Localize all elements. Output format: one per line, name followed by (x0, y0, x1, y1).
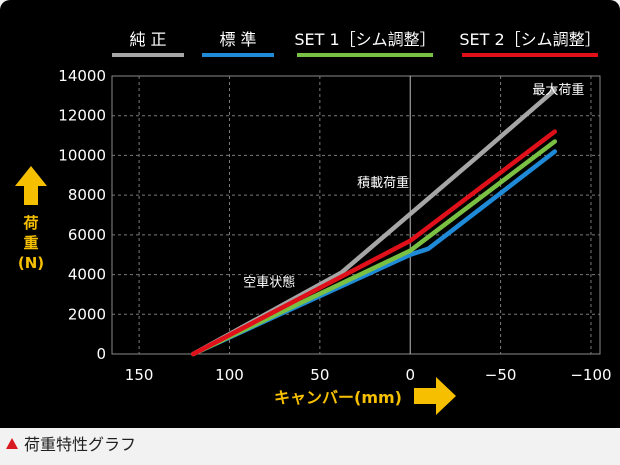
legend-label: SET 1［シム調整］ (294, 30, 435, 49)
x-tick-label: 0 (405, 366, 415, 384)
x-tick-label: −100 (570, 366, 611, 384)
series-line-4 (191, 129, 558, 357)
x-tick-label: 50 (310, 366, 329, 384)
x-tick-label: 150 (125, 366, 154, 384)
y-axis-label: 重 (23, 234, 38, 252)
y-tick-label: 12000 (58, 107, 106, 125)
x-axis-arrow-icon (414, 377, 456, 415)
chart-annotation: 最大荷重 (532, 82, 584, 98)
y-tick-label: 10000 (58, 146, 106, 164)
load-characteristic-chart: 0 2000 4000 6000 8000 10000 12000 14000 150 100 50… (15, 30, 612, 415)
x-tick-label: 100 (215, 366, 244, 384)
legend-swatch (297, 53, 433, 57)
x-tick-label: −50 (485, 366, 517, 384)
legend-swatch (112, 53, 184, 57)
y-tick-label: 6000 (68, 226, 106, 244)
chart-panel: 0 2000 4000 6000 8000 10000 12000 14000 150 100 50… (0, 0, 620, 428)
x-axis-label: キャンバー(mm) (274, 388, 402, 407)
legend-swatch (202, 53, 274, 57)
caption-triangle-icon (6, 437, 18, 449)
series-line-3 (191, 139, 558, 357)
y-axis-arrow-icon (15, 166, 47, 205)
legend-label: 標 準 (219, 30, 256, 49)
plot-area (111, 75, 601, 355)
legend-label: 純 正 (129, 30, 166, 49)
y-axis-label: (N) (18, 254, 44, 272)
y-axis-label: 荷 (23, 214, 38, 232)
y-tick-label: 0 (96, 345, 106, 363)
legend-label: SET 2［シム調整］ (459, 30, 600, 49)
y-tick-label: 4000 (68, 266, 106, 284)
chart-annotation: 積載荷重 (357, 175, 409, 191)
y-tick-label: 2000 (68, 305, 106, 323)
chart-annotation: 空車状態 (243, 274, 295, 290)
y-tick-label: 8000 (68, 186, 106, 204)
legend-swatch (462, 53, 598, 57)
y-tick-label: 14000 (58, 67, 106, 85)
caption-text: 荷重特性グラフ (24, 435, 137, 454)
caption: 荷重特性グラフ (6, 430, 136, 456)
